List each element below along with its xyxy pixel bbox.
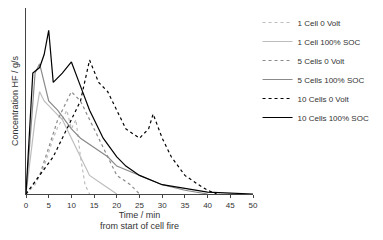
svg-text:Concentration HF / g/s: Concentration HF / g/s xyxy=(10,55,20,146)
svg-text:1 Cell 100% SOC: 1 Cell 100% SOC xyxy=(298,38,361,47)
svg-text:5: 5 xyxy=(46,201,51,210)
svg-text:10: 10 xyxy=(67,201,76,210)
svg-text:5 Cells 0 Volt: 5 Cells 0 Volt xyxy=(298,57,345,66)
svg-text:10 Cells 100% SOC: 10 Cells 100% SOC xyxy=(298,114,369,123)
svg-text:5 Cells 100% SOC: 5 Cells 100% SOC xyxy=(298,76,365,85)
svg-text:0: 0 xyxy=(24,201,29,210)
svg-text:50: 50 xyxy=(249,201,258,210)
svg-text:40: 40 xyxy=(203,201,212,210)
svg-text:1 Cell 0 Volt: 1 Cell 0 Volt xyxy=(298,19,341,28)
svg-text:25: 25 xyxy=(135,201,144,210)
svg-text:45: 45 xyxy=(226,201,235,210)
svg-text:Time / minfrom start of cell f: Time / minfrom start of cell fire xyxy=(100,210,179,232)
svg-text:15: 15 xyxy=(90,201,99,210)
svg-text:10 Cells 0 Volt: 10 Cells 0 Volt xyxy=(298,95,350,104)
svg-text:30: 30 xyxy=(158,201,167,210)
svg-text:35: 35 xyxy=(180,201,189,210)
svg-text:20: 20 xyxy=(112,201,121,210)
